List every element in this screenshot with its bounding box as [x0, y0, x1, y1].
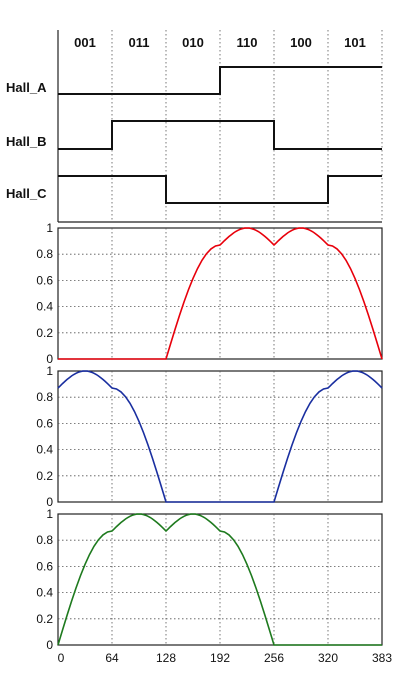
panel-1: 0 0.2 0.4 0.6 0.8 1: [36, 221, 383, 366]
hall-label-hall_c: Hall_C: [6, 186, 47, 201]
panel-1-ytick-4: 0.8: [36, 247, 53, 261]
hall-label-hall_b: Hall_B: [6, 134, 46, 149]
panel-3-ytick-1: 0.2: [36, 612, 53, 626]
panel-3-ytick-4: 0.8: [36, 533, 53, 547]
xtick-192: 192: [210, 651, 230, 665]
panel-3-ytick-2: 0.4: [36, 586, 53, 600]
panel-2-ytick-2: 0.4: [36, 443, 53, 457]
panel-1-ytick-5: 1: [46, 221, 53, 235]
panel-2-ytick-0: 0: [46, 495, 53, 509]
hall-signal-hall_b: [58, 120, 382, 150]
state-label-011: 011: [129, 35, 150, 50]
xtick-383: 383: [372, 651, 392, 665]
state-label-001: 001: [74, 35, 96, 50]
panel-2: 0 0.2 0.4 0.6 0.8 1: [36, 364, 383, 509]
panel-2-ytick-5: 1: [46, 364, 53, 378]
panel-2-ytick-1: 0.2: [36, 469, 53, 483]
panel-3-ytick-5: 1: [46, 507, 53, 521]
xtick-0: 0: [58, 651, 65, 665]
panel-3: 0 0.2 0.4 0.6 0.8 1 0 64 128 192 256 320 383: [36, 507, 392, 665]
panel-1-ytick-3: 0.6: [36, 273, 53, 287]
panel-1-ytick-0: 0: [46, 352, 53, 366]
xtick-64: 64: [105, 651, 119, 665]
panel-2-ytick-3: 0.6: [36, 416, 53, 430]
hall-signal-hall_c: [58, 175, 382, 204]
state-label-110: 110: [237, 35, 258, 50]
panel-3-ytick-0: 0: [46, 638, 53, 652]
panel-2-curve: [57, 370, 383, 503]
state-label-100: 100: [290, 35, 312, 50]
state-label-101: 101: [344, 35, 366, 50]
panel-1-ytick-1: 0.2: [36, 326, 53, 340]
panel-1-ytick-2: 0.4: [36, 300, 53, 314]
hall-label-hall_a: Hall_A: [6, 80, 47, 95]
state-label-010: 010: [182, 35, 204, 50]
panel-1-curve: [58, 227, 383, 360]
panel-3-ytick-3: 0.6: [36, 559, 53, 573]
hall-signal-hall_a: [58, 66, 382, 95]
xtick-256: 256: [264, 651, 284, 665]
xtick-128: 128: [156, 651, 176, 665]
panel-2-ytick-4: 0.8: [36, 390, 53, 404]
xtick-320: 320: [318, 651, 338, 665]
panel-3-curve: [57, 513, 382, 646]
